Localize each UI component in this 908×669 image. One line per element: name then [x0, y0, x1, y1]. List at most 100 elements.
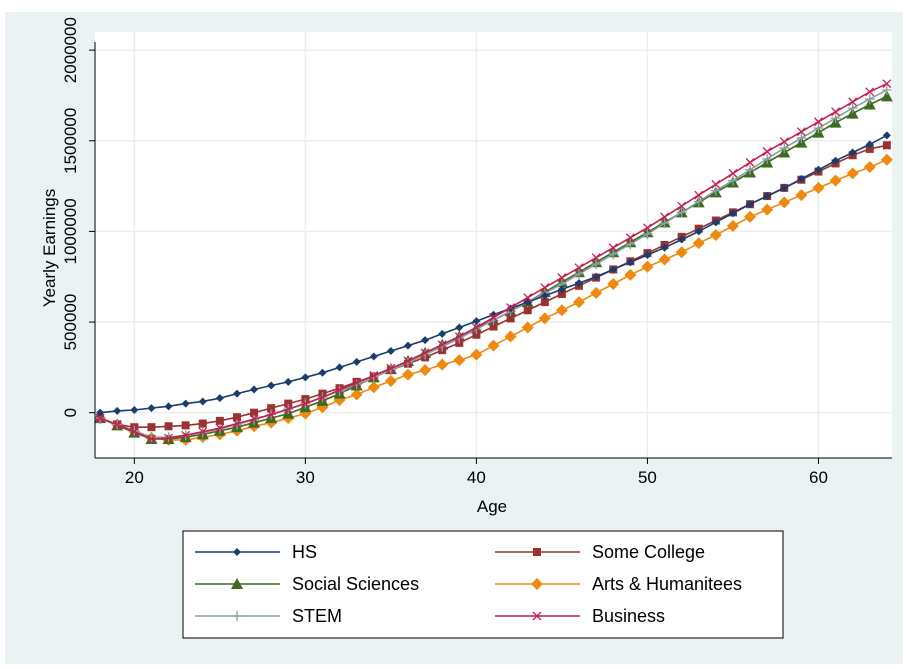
- axes-layer: 0 500000 1000000 1500000 2000000 20 30 40 50 60: [61, 17, 892, 487]
- data-point: [711, 179, 721, 189]
- data-point: [830, 113, 841, 124]
- data-point: [575, 279, 584, 288]
- data-point: [626, 258, 635, 267]
- legend-box: [182, 530, 784, 639]
- data-point: [728, 168, 738, 178]
- legend: HS Some College Social Sciences Arts & Huma…: [182, 530, 784, 639]
- data-point: [592, 272, 601, 281]
- legend-marker: [232, 611, 242, 621]
- data-point: [232, 389, 241, 398]
- data-point: [436, 358, 449, 371]
- legend-label: Arts & Humanitees: [592, 574, 742, 594]
- data-point: [403, 341, 412, 350]
- data-point: [676, 207, 687, 218]
- x-tick-label: 40: [467, 468, 486, 487]
- data-point: [472, 330, 481, 339]
- data-point: [608, 243, 618, 253]
- data-point: [198, 397, 207, 406]
- data-point: [401, 368, 414, 381]
- legend-label: Social Sciences: [292, 574, 419, 594]
- data-point: [780, 183, 789, 192]
- data-point: [215, 394, 224, 403]
- data-point: [266, 410, 276, 419]
- y-axis-title: Yearly Earnings: [40, 189, 59, 307]
- data-point: [300, 399, 310, 409]
- data-point: [642, 229, 653, 240]
- x-tick-label: 50: [638, 468, 657, 487]
- data-point: [267, 381, 276, 390]
- data-point: [865, 144, 874, 153]
- data-point: [658, 253, 671, 266]
- data-point: [421, 336, 430, 345]
- data-point: [746, 200, 755, 209]
- data-point: [301, 373, 310, 382]
- data-point: [386, 347, 395, 356]
- data-point: [848, 148, 857, 157]
- data-point: [710, 185, 721, 196]
- data-point: [147, 423, 156, 432]
- data-point: [625, 239, 636, 250]
- y-tick-label: 2000000: [61, 17, 80, 83]
- legend-marker: [531, 578, 543, 590]
- data-point: [198, 419, 207, 428]
- legend-item: STEM: [195, 606, 342, 626]
- data-point: [574, 269, 585, 280]
- data-point: [454, 332, 464, 342]
- data-point: [831, 107, 841, 117]
- data-point: [643, 250, 652, 259]
- data-point: [660, 212, 669, 222]
- data-point: [812, 181, 825, 194]
- data-point: [283, 404, 293, 414]
- data-point: [403, 356, 413, 366]
- data-point: [882, 79, 892, 89]
- data-point: [489, 313, 498, 322]
- data-point: [164, 402, 173, 411]
- data-point: [250, 408, 259, 417]
- data-point: [642, 223, 652, 233]
- data-point: [455, 323, 464, 332]
- data-point: [762, 147, 772, 157]
- data-point: [694, 190, 704, 200]
- data-point: [540, 298, 549, 307]
- data-point: [814, 165, 823, 174]
- data-point: [198, 427, 208, 437]
- data-point: [129, 427, 139, 437]
- data-point: [369, 371, 379, 380]
- data-point: [692, 237, 705, 250]
- data-point: [284, 399, 293, 408]
- data-point: [796, 127, 806, 137]
- data-point: [761, 203, 774, 216]
- data-point: [864, 94, 875, 105]
- data-point: [829, 174, 842, 187]
- data-point: [437, 340, 447, 350]
- data-point: [523, 306, 532, 315]
- data-point: [384, 374, 397, 387]
- data-point: [113, 406, 122, 415]
- data-point: [677, 201, 687, 211]
- data-point: [880, 90, 893, 102]
- data-point: [487, 339, 500, 352]
- data-point: [181, 430, 191, 440]
- data-point: [232, 419, 242, 429]
- data-point: [882, 131, 891, 140]
- data-point: [350, 388, 363, 401]
- data-point: [796, 133, 807, 144]
- data-point: [470, 348, 483, 361]
- data-point: [641, 260, 654, 273]
- data-point: [659, 218, 670, 229]
- grid-lines: [95, 32, 892, 458]
- data-point: [318, 392, 327, 402]
- data-point: [335, 385, 345, 395]
- data-point: [112, 420, 122, 429]
- data-point: [591, 253, 601, 263]
- data-point: [677, 235, 686, 244]
- data-point: [352, 357, 361, 366]
- data-point: [215, 423, 225, 433]
- data-point: [489, 322, 498, 331]
- legend-item: HS: [195, 542, 317, 562]
- data-point: [882, 141, 891, 150]
- data-point: [352, 378, 362, 388]
- y-tick-label: 1000000: [61, 198, 80, 264]
- data-point: [795, 189, 808, 202]
- data-point: [727, 175, 738, 186]
